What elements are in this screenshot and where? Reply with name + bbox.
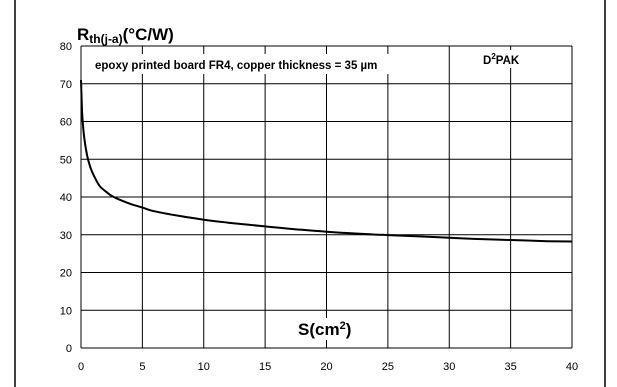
y-axis-label-sub: th(j-a)	[89, 32, 122, 46]
x-axis-label: S(cm2)	[298, 320, 351, 339]
x-tick-label: 15	[259, 361, 271, 373]
grid	[80, 45, 573, 349]
package-label-sup: 2	[491, 52, 496, 61]
x-axis-label-bg	[294, 318, 364, 340]
x-tick-label: 25	[382, 361, 394, 373]
y-tick-label: 10	[60, 305, 72, 317]
x-tick-label: 40	[566, 361, 578, 373]
package-label-main: D	[483, 55, 491, 67]
x-axis-label-main: S(cm	[298, 320, 340, 339]
y-tick-labels: 0 10 20 30 40 50 60 70 80	[60, 41, 72, 355]
package-label-bg	[474, 50, 534, 68]
y-tick-label: 50	[60, 154, 72, 166]
annotation-bg	[92, 54, 392, 74]
x-tick-label: 30	[443, 361, 455, 373]
x-axis-label-sup: 2	[340, 320, 346, 332]
y-tick-label: 0	[66, 343, 72, 355]
x-tick-labels: 0 5 10 15 20 25 30 35 40	[78, 361, 578, 373]
y-tick-label: 20	[60, 268, 72, 280]
series-line	[80, 79, 573, 243]
y-tick-label: 30	[60, 230, 72, 242]
y-tick-label: 70	[60, 79, 72, 91]
y-axis-label: Rth(j-a)(°C/W)	[77, 25, 174, 46]
y-tick-label: 80	[60, 41, 72, 53]
x-tick-label: 0	[78, 361, 84, 373]
y-axis-label-unit: (°C/W)	[123, 25, 174, 44]
package-label: D2PAK	[483, 52, 520, 67]
x-tick-label: 35	[505, 361, 517, 373]
x-axis-label-end: )	[346, 320, 352, 339]
x-tick-label: 10	[198, 361, 210, 373]
y-axis-label-main: R	[77, 25, 89, 44]
y-tick-label: 40	[60, 192, 72, 204]
package-label-end: PAK	[496, 55, 520, 67]
x-tick-label: 5	[139, 361, 145, 373]
x-tick-label: 20	[320, 361, 332, 373]
y-tick-label: 60	[60, 117, 72, 129]
annotation-text: epoxy printed board FR4, copper thicknes…	[95, 60, 377, 72]
series	[80, 79, 573, 243]
